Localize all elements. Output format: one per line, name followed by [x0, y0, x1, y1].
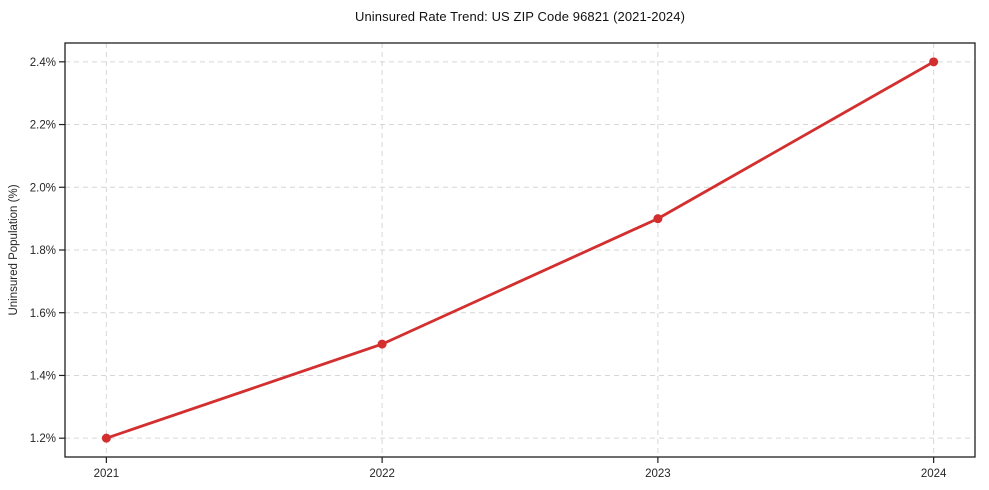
x-tick-label: 2021: [94, 468, 120, 480]
y-tick-label: 1.2%: [30, 433, 56, 445]
y-tick-label: 2.2%: [30, 120, 56, 132]
y-tick-label: 2.4%: [30, 57, 56, 69]
data-point: [653, 214, 663, 224]
chart-title: Uninsured Rate Trend: US ZIP Code 96821 …: [354, 9, 686, 24]
y-tick-label: 1.8%: [30, 245, 56, 257]
y-tick-label: 1.4%: [30, 370, 56, 382]
y-tick-label: 2.0%: [30, 182, 56, 194]
plot-border: [64, 42, 976, 458]
x-tick-label: 2023: [645, 468, 671, 480]
x-tick-label: 2024: [921, 468, 947, 480]
data-point: [377, 339, 387, 349]
data-point: [101, 433, 111, 443]
y-tick-label: 1.6%: [30, 308, 56, 320]
x-tick-label: 2022: [369, 468, 395, 480]
trend-line: [104, 60, 936, 440]
data-point: [929, 57, 939, 67]
